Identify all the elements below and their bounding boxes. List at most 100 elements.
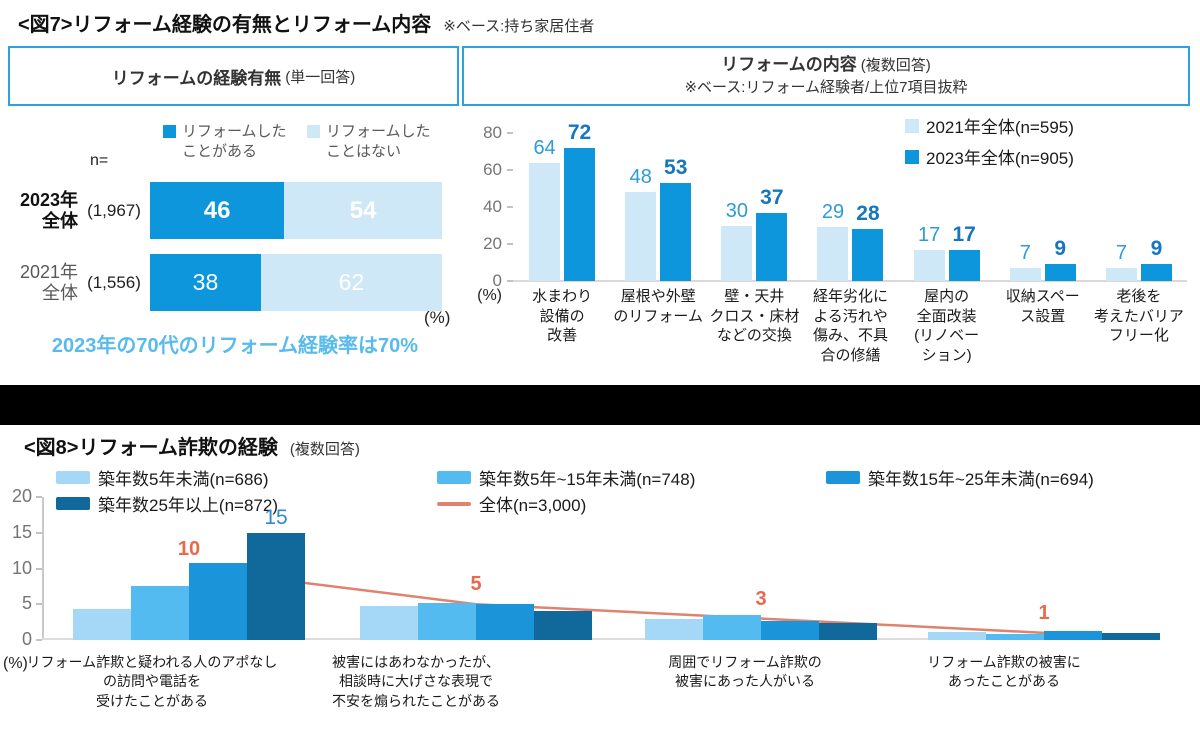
bar-value-label: 17 xyxy=(952,222,976,246)
content-unit-label: (%) xyxy=(477,287,502,304)
bar-slot: 7 xyxy=(1105,133,1137,281)
bar-slot: 53 xyxy=(660,133,692,281)
bar-value-label: 28 xyxy=(856,202,880,226)
bar-slot: 48 xyxy=(625,133,657,281)
bar-segment-yes: 46 xyxy=(150,182,285,239)
bar-slot xyxy=(986,497,1044,640)
content-x-axis xyxy=(507,280,1187,282)
bar-slot xyxy=(476,497,534,640)
bar-slot xyxy=(703,497,761,640)
y-axis-tick-label: 40 xyxy=(483,197,502,216)
bar-value-label: 9 xyxy=(1150,237,1163,261)
stacked-bar: 46 54 xyxy=(150,182,442,239)
axis-tick xyxy=(507,243,513,245)
overall-line xyxy=(188,567,1045,635)
bar-series-1 xyxy=(418,602,476,640)
bar-2023 xyxy=(756,212,788,281)
category-label: 老後を 考えたバリア フリー化 xyxy=(1093,288,1184,344)
bar-series-1 xyxy=(131,586,189,640)
bar-series-0 xyxy=(73,609,131,640)
bar-slot: 29 xyxy=(817,133,849,281)
content-header-text: リフォームの内容 xyxy=(721,54,857,74)
bar-slot xyxy=(360,497,418,640)
bar-group xyxy=(645,497,877,640)
category-label: 屋内の 全面改装 (リノベー ション) xyxy=(914,288,980,364)
bar-slot: 17 xyxy=(948,133,980,281)
bar-slot: 28 xyxy=(852,133,884,281)
content-chart: 64 72 48 53 30 37 29 28 17 17 7 9 7 9 xyxy=(514,121,1187,281)
bar-pair: 17 17 xyxy=(913,133,980,281)
bar-series-0 xyxy=(645,619,703,640)
y-axis-tick-label: 60 xyxy=(483,160,502,179)
bar-2021 xyxy=(817,227,849,281)
legend-label-overall: 全体(n=3,000) xyxy=(479,496,587,515)
bar-slot xyxy=(928,497,986,640)
bar-slot xyxy=(819,497,877,640)
legend-swatch-overall-line xyxy=(437,501,471,506)
category-label: 2021年 全体 xyxy=(19,261,78,303)
fig7-base-note: ※ベース:持ち家居住者 xyxy=(443,18,595,35)
bar-series-1 xyxy=(703,614,761,640)
legend-label-has-reformed: リフォームしたことがある xyxy=(182,123,287,160)
y-axis-tick-label: 15 xyxy=(11,521,32,542)
y-axis-tick-label: 20 xyxy=(483,234,502,253)
bar-2023 xyxy=(852,229,884,281)
bar-pair: 48 53 xyxy=(625,133,692,281)
fig8-title-row: <図8>リフォーム詐欺の経験 (複数回答) xyxy=(24,431,360,460)
fig8-title: <図8>リフォーム詐欺の経験 xyxy=(24,437,278,459)
bar-2023 xyxy=(660,182,692,281)
bar-value-label: 17 xyxy=(918,223,941,246)
sample-size: (1,556) xyxy=(87,272,141,292)
category-label: リフォーム詐欺の被害に あったことがある xyxy=(927,654,1081,690)
bar-slot: 64 xyxy=(529,133,561,281)
bar-value: 62 xyxy=(338,269,365,295)
category-label: 収納スペー ス設置 xyxy=(1005,288,1080,325)
bar-2021 xyxy=(625,192,657,281)
bar-group xyxy=(360,497,592,640)
bar-value-label: 64 xyxy=(533,136,556,159)
bar-value-label: 53 xyxy=(664,155,688,179)
legend-item-overall: 全体(n=3,000) xyxy=(437,491,586,516)
category-label: 経年劣化に よる汚れや 傷み、不具 合の修繕 xyxy=(812,288,888,364)
bar-slot xyxy=(1044,497,1102,640)
bar-value: 54 xyxy=(349,196,377,224)
bar-value-label: 29 xyxy=(821,201,845,224)
bar-slot xyxy=(189,497,247,640)
legend-item-under-5yrs: 築年数5年未満(n=686) xyxy=(56,465,269,490)
legend-item-over-25yrs: 築年数25年以上(n=872) xyxy=(56,491,278,516)
bar-2021 xyxy=(721,225,753,281)
category-label: 屋根や外壁 のリフォーム xyxy=(613,288,703,325)
legend-item-has-reformed: リフォームしたことがある xyxy=(163,122,290,161)
legend-label-under-5yrs: 築年数5年未満(n=686) xyxy=(98,470,269,489)
bar-group: 29 28 xyxy=(802,133,898,281)
y-axis-tick-label: 0 xyxy=(492,271,502,290)
bar-value-label: 72 xyxy=(567,120,592,144)
bar-segment-no: 62 xyxy=(260,254,442,311)
bar-slot xyxy=(761,497,819,640)
legend-item-2021: 2021年全体(n=595) xyxy=(905,113,1074,138)
bar-series-2 xyxy=(189,562,247,640)
bar-slot: 30 xyxy=(721,133,753,281)
bar-segment-no: 54 xyxy=(284,182,442,239)
bar-value-label: 9 xyxy=(1054,237,1067,261)
bar-slot xyxy=(247,497,305,640)
content-header-note: ※ベース:リフォーム経験者/上位7項目抜粋 xyxy=(684,79,968,97)
bar-series-3 xyxy=(247,532,305,640)
legend-swatch-15-25yrs xyxy=(826,471,860,484)
legend-item-2023: 2023年全体(n=905) xyxy=(905,144,1074,169)
bar-series-3 xyxy=(1102,632,1160,640)
bar-value: 46 xyxy=(203,196,231,224)
line-value-label: 3 xyxy=(755,587,767,610)
category-label: 水まわり 設備の 改善 xyxy=(532,288,593,344)
content-header-sub: (複数回答) xyxy=(860,56,931,74)
axis-tick xyxy=(507,280,513,282)
sample-size-header: n= xyxy=(90,152,109,169)
bar-slot: 17 xyxy=(913,133,945,281)
bar-2021 xyxy=(529,162,561,281)
bar-slot: 9 xyxy=(1044,133,1076,281)
bar-value-label: 15 xyxy=(264,505,288,529)
bar-2021 xyxy=(913,249,945,281)
category-label: 2023年 全体 xyxy=(19,189,78,231)
